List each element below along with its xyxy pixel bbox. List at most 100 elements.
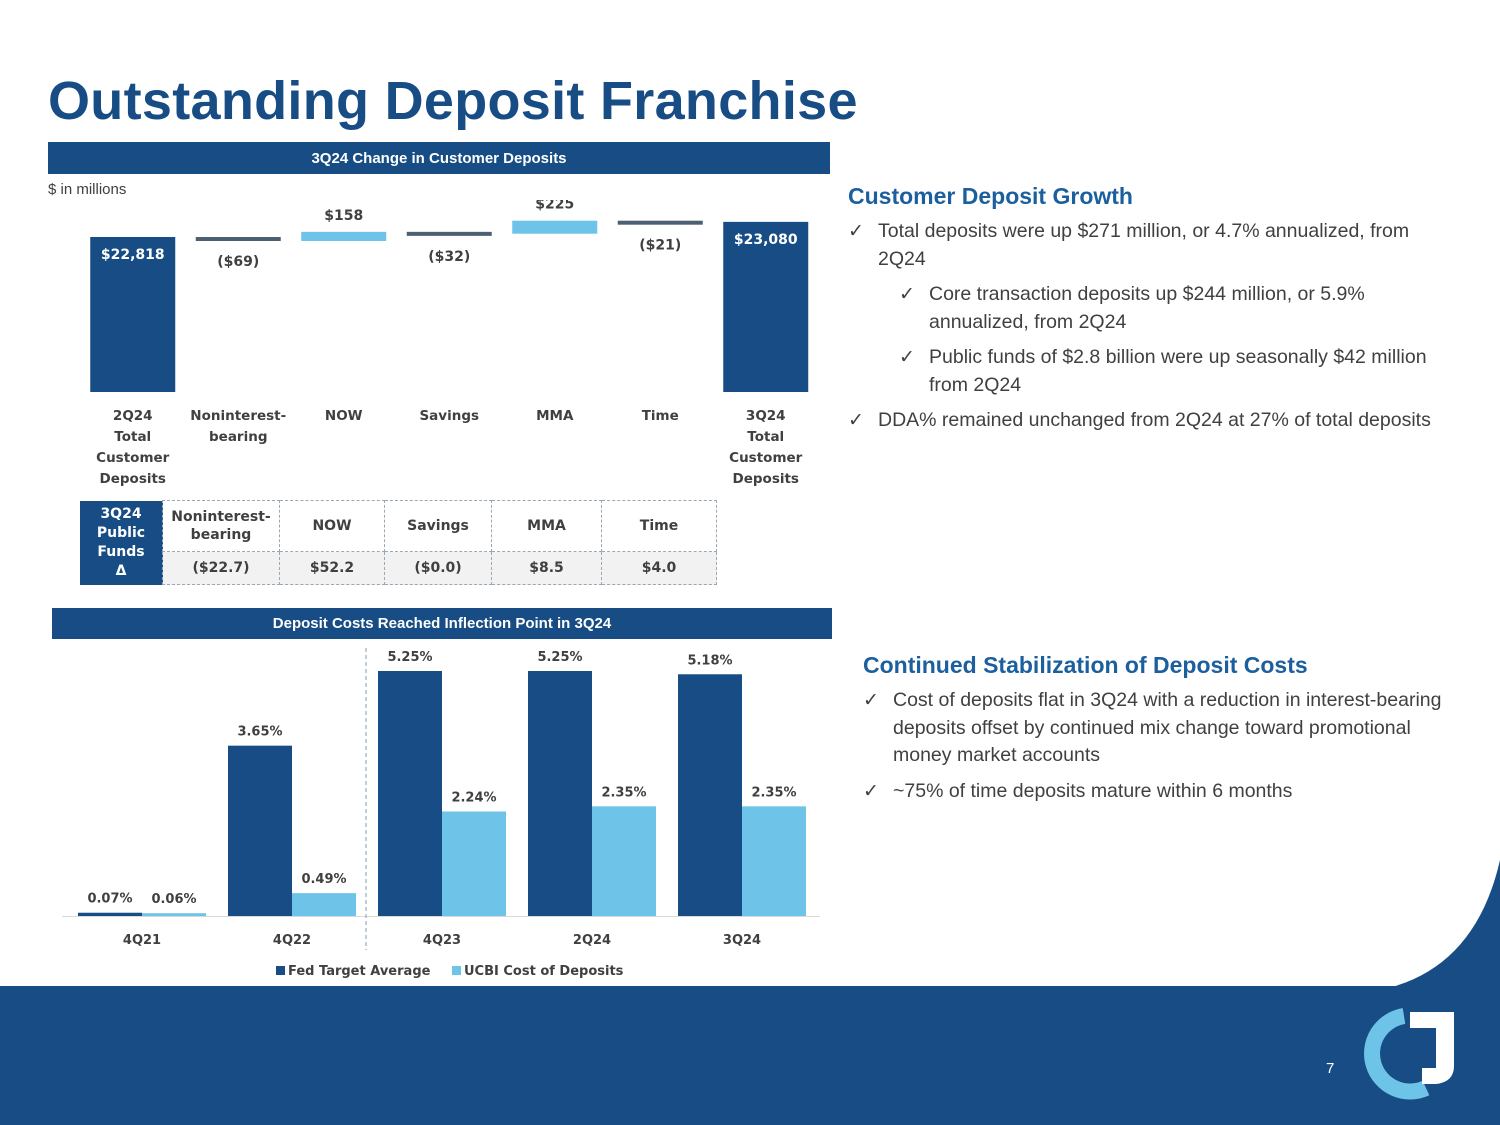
pf-value-savings: ($0.0) (384, 551, 492, 585)
waterfall-category-label: Customer (96, 450, 170, 466)
waterfall-bar (195, 237, 281, 241)
waterfall-bar (301, 231, 387, 241)
cost-category-label: 4Q23 (423, 933, 461, 948)
waterfall-bar (90, 237, 176, 392)
cost-bar (742, 806, 806, 916)
deposit-cost-chart: 0.07% 0.06% 4Q21 3.65% 0.49% 4Q22 5.25% 2.24% 4Q… (62, 648, 820, 979)
bullet-item: ✓ Cost of deposits flat in 3Q24 with a re… (863, 687, 1463, 770)
waterfall-data-label: $23,080 (734, 232, 798, 248)
cost-bar (592, 806, 656, 916)
bullet-text: Cost of deposits flat in 3Q24 with a red… (893, 689, 1442, 766)
public-funds-label: 3Q24 Public Funds Δ (80, 500, 163, 585)
cost-category-label: 4Q22 (273, 933, 311, 948)
legend-swatch (452, 966, 461, 975)
units-note: $ in millions (48, 181, 127, 198)
pf-value-now: $52.2 (279, 551, 385, 585)
waterfall-category-label: Deposits (733, 471, 799, 487)
legend-swatch (276, 966, 285, 975)
public-funds-label-line: Δ (115, 562, 127, 579)
pf-header-line: Noninterest- (171, 509, 271, 525)
waterfall-category-label: 3Q24 (746, 408, 786, 424)
waterfall-category-label: Total (114, 429, 151, 445)
check-icon: ✓ (899, 347, 915, 368)
bullet-text: Public funds of $2.8 billion were up sea… (929, 346, 1427, 396)
pf-header-now: NOW (279, 500, 385, 552)
cost-data-label: 3.65% (237, 725, 282, 740)
footer-curve (1380, 860, 1500, 990)
waterfall-category-label: Noninterest- (190, 408, 286, 424)
pf-value-time: $4.0 (601, 551, 717, 585)
cost-data-label: 5.25% (537, 650, 582, 665)
cost-data-label: 2.35% (751, 785, 796, 800)
waterfall-category-label: Deposits (100, 471, 166, 487)
waterfall-category-label: Time (642, 408, 679, 424)
check-icon: ✓ (899, 284, 915, 305)
public-funds-label-line: Funds (97, 543, 145, 560)
footer-band (0, 986, 1500, 1125)
waterfall-category-label: 2Q24 (113, 408, 153, 424)
chart2-header: Deposit Costs Reached Inflection Point i… (52, 608, 832, 639)
pf-value-noninterest: ($22.7) (162, 551, 280, 585)
legend-label: UCBI Cost of Deposits (464, 964, 624, 979)
bullet-item: ✓ Total deposits were up $271 million, or… (848, 218, 1448, 273)
cost-data-label: 2.35% (601, 785, 646, 800)
waterfall-chart: $22,818 2Q24 Total Customer Deposits ($69) Non… (90, 200, 809, 487)
bullet-item: ✓ Core transaction deposits up $244 milli… (848, 281, 1448, 336)
cost-data-label: 0.49% (301, 872, 346, 887)
waterfall-category-label: NOW (325, 408, 363, 424)
check-icon: ✓ (848, 410, 864, 431)
waterfall-category-label: Savings (419, 408, 479, 424)
waterfall-data-label: ($69) (217, 254, 259, 270)
waterfall-data-label: $158 (324, 208, 363, 224)
waterfall-data-label: $225 (535, 200, 574, 213)
cost-bar (678, 674, 742, 916)
pf-header-time: Time (601, 500, 717, 552)
cost-category-label: 2Q24 (573, 933, 611, 948)
waterfall-bar (617, 220, 703, 225)
pf-value-mma: $8.5 (491, 551, 602, 585)
bullet-text: Core transaction deposits up $244 millio… (929, 283, 1365, 333)
bullet-text: ~75% of time deposits mature within 6 mo… (893, 779, 1293, 802)
bullet-text: DDA% remained unchanged from 2Q24 at 27%… (878, 409, 1431, 431)
public-funds-label-line: 3Q24 (100, 505, 142, 522)
public-funds-table: 3Q24 Public Funds Δ Noninterest- bearing… (80, 500, 717, 585)
waterfall-data-label: ($32) (428, 249, 470, 265)
pf-header-savings: Savings (384, 500, 492, 552)
waterfall-category-label: Total (747, 429, 784, 445)
check-icon: ✓ (848, 221, 864, 242)
cost-bar (378, 671, 442, 916)
waterfall-data-label: $22,818 (101, 247, 165, 263)
page-title: Outstanding Deposit Franchise (48, 71, 858, 131)
cost-data-label: 0.07% (87, 892, 132, 907)
section1-heading: Customer Deposit Growth (848, 183, 1133, 209)
company-logo-icon (1364, 1008, 1454, 1100)
check-icon: ✓ (863, 690, 879, 711)
cost-bar (442, 811, 506, 916)
cost-data-label: 5.25% (387, 650, 432, 665)
cost-bar (78, 912, 142, 916)
cost-bar (528, 671, 592, 916)
cost-category-label: 4Q21 (123, 933, 161, 948)
waterfall-bar (512, 220, 598, 234)
public-funds-label-line: Public (96, 524, 146, 541)
waterfall-category-label: bearing (209, 429, 268, 445)
check-icon: ✓ (863, 780, 879, 802)
cost-bar (228, 745, 292, 916)
bullet-text: Total deposits were up $271 million, or … (878, 220, 1410, 270)
section1-bullets: ✓ Total deposits were up $271 million, or… (848, 218, 1448, 443)
waterfall-category-label: Customer (729, 450, 803, 466)
bullet-item: ✓ DDA% remained unchanged from 2Q24 at 27… (848, 407, 1448, 435)
pf-header-line: bearing (190, 527, 252, 543)
page-number: 7 (1326, 1060, 1335, 1077)
waterfall-category-label: MMA (536, 408, 574, 424)
waterfall-data-label: ($21) (639, 238, 681, 254)
pf-header-noninterest: Noninterest- bearing (162, 500, 280, 552)
bullet-item: ✓ ~75% of time deposits mature within 6 m… (863, 778, 1463, 806)
cost-bar (142, 913, 206, 916)
bullet-item: ✓ Public funds of $2.8 billion were up se… (848, 344, 1448, 399)
cost-category-label: 3Q24 (723, 933, 761, 948)
cost-data-label: 0.06% (151, 892, 196, 907)
pf-header-mma: MMA (491, 500, 602, 552)
section2-heading: Continued Stabilization of Deposit Costs (863, 652, 1308, 678)
cost-data-label: 5.18% (687, 653, 732, 668)
